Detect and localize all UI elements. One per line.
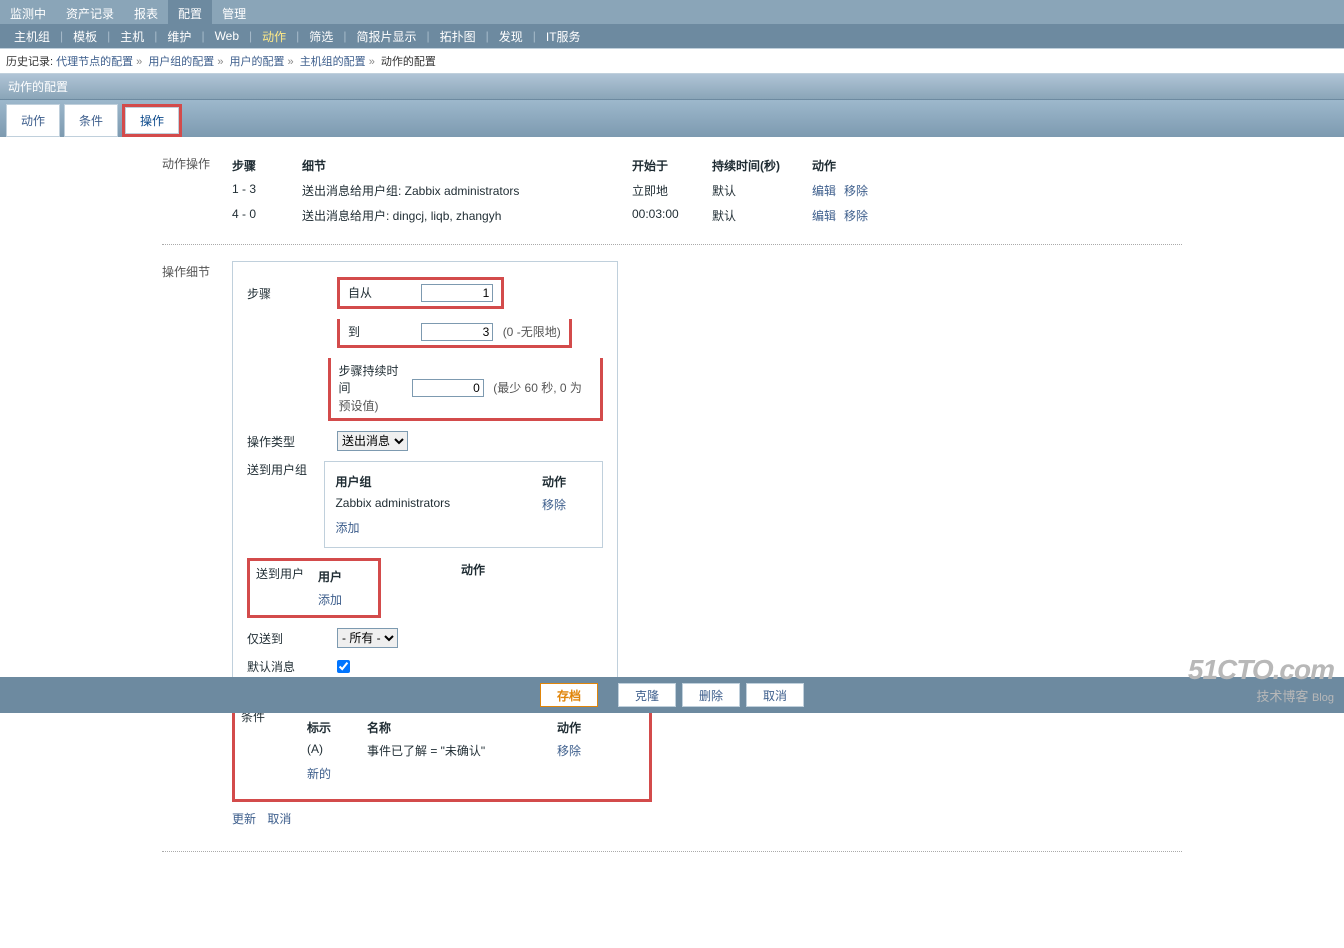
edit-link[interactable]: 编辑 (812, 184, 836, 198)
breadcrumb-current: 动作的配置 (381, 56, 436, 68)
label-stepsec: 步骤 (247, 285, 337, 302)
page-title: 动作的配置 (0, 74, 1344, 100)
cancel-link[interactable]: 取消 (267, 812, 291, 826)
watermark: 51CTO.com 技术博客 Blog (1188, 654, 1334, 705)
subnav-slides[interactable]: 简报片显示 (346, 28, 426, 45)
breadcrumb-label: 历史记录: (6, 56, 53, 68)
ops-row: 4 - 0 送出消息给用户: dingcj, liqb, zhangyh 00:… (232, 203, 1182, 228)
top-tab-monitor[interactable]: 监测中 (0, 0, 56, 24)
select-onlysend[interactable]: - 所有 - (337, 628, 398, 648)
breadcrumb-item[interactable]: 代理节点的配置 (56, 56, 133, 68)
col-action: 动作 (812, 157, 892, 174)
label-ops: 动作操作 (162, 153, 232, 172)
label-conditions: 条件 (241, 708, 297, 793)
col-action: 动作 (461, 558, 603, 581)
input-to[interactable] (421, 323, 493, 341)
col-duration: 持续时间(秒) (712, 157, 812, 174)
breadcrumb-item[interactable]: 用户组的配置 (148, 56, 214, 68)
ops-row: 1 - 3 送出消息给用户组: Zabbix administrators 立即… (232, 178, 1182, 203)
label-onlysend: 仅送到 (247, 630, 337, 647)
subnav-maps[interactable]: 拓扑图 (430, 28, 486, 45)
subnav-hosts[interactable]: 主机 (110, 28, 154, 45)
col-start: 开始于 (632, 157, 712, 174)
tab-action[interactable]: 动作 (6, 104, 60, 137)
input-from[interactable] (421, 284, 493, 302)
sub-nav: 主机组| 模板| 主机| 维护| Web| 动作| 筛选| 简报片显示| 拓扑图… (0, 24, 1344, 48)
breadcrumb: 历史记录: 代理节点的配置» 用户组的配置» 用户的配置» 主机组的配置» 动作… (0, 48, 1344, 74)
top-tab-admin[interactable]: 管理 (212, 0, 256, 24)
top-tab-inventory[interactable]: 资产记录 (56, 0, 124, 24)
subnav-discovery[interactable]: 发现 (489, 28, 533, 45)
col-step: 步骤 (232, 157, 302, 174)
subnav-web[interactable]: Web (205, 29, 249, 43)
subnav-maintenance[interactable]: 维护 (157, 28, 201, 45)
label-opdetail: 操作细节 (162, 261, 232, 280)
subnav-actions[interactable]: 动作 (252, 28, 296, 45)
op-detail-panel: 步骤 自从 到 (0 -无限地) 步骤持续时间 (最 (232, 261, 618, 691)
hint-to: (0 -无限地) (503, 325, 561, 339)
edit-link[interactable]: 编辑 (812, 209, 836, 223)
subnav-itservices[interactable]: IT服务 (536, 28, 591, 45)
label-sendgroup: 送到用户组 (247, 461, 324, 478)
top-tabs: 监测中 资产记录 报表 配置 管理 (0, 0, 1344, 24)
watermark-big: 51CTO.com (1188, 654, 1334, 686)
col-usergroup: 用户组 (335, 473, 542, 490)
update-link[interactable]: 更新 (232, 812, 256, 826)
col-user: 用户 (318, 565, 372, 588)
tab-conditions[interactable]: 条件 (64, 104, 118, 137)
cancel-button[interactable]: 取消 (746, 683, 804, 707)
subnav-filter[interactable]: 筛选 (299, 28, 343, 45)
col-name: 名称 (367, 719, 557, 736)
footer-bar: 存档 克隆 删除 取消 (0, 677, 1344, 713)
tab-operations[interactable]: 操作 (125, 107, 179, 134)
breadcrumb-item[interactable]: 主机组的配置 (300, 56, 366, 68)
delete-button[interactable]: 删除 (682, 683, 740, 707)
col-action: 动作 (557, 719, 607, 736)
remove-link[interactable]: 移除 (844, 209, 868, 223)
remove-link[interactable]: 移除 (542, 498, 566, 512)
label-senduser: 送到用户 (256, 565, 312, 611)
label-stepdur: 步骤持续时间 (339, 362, 409, 396)
col-mark: 标示 (307, 719, 367, 736)
top-tab-config[interactable]: 配置 (168, 0, 212, 24)
subnav-hostgroups[interactable]: 主机组 (4, 28, 60, 45)
top-tab-reports[interactable]: 报表 (124, 0, 168, 24)
remove-link[interactable]: 移除 (844, 184, 868, 198)
subnav-templates[interactable]: 模板 (63, 28, 107, 45)
checkbox-defaultmsg[interactable] (337, 660, 350, 673)
label-optype: 操作类型 (247, 433, 337, 450)
select-optype[interactable]: 送出消息 (337, 431, 408, 451)
remove-link[interactable]: 移除 (557, 744, 581, 758)
cond-mark: (A) (307, 742, 367, 759)
label-to: 到 (348, 323, 418, 340)
input-duration[interactable] (412, 379, 484, 397)
cond-name: 事件已了解 = "未确认" (367, 742, 557, 759)
label-from: 自从 (348, 284, 418, 301)
breadcrumb-item[interactable]: 用户的配置 (230, 56, 285, 68)
group-name: Zabbix administrators (335, 496, 542, 513)
col-action: 动作 (542, 473, 592, 490)
add-link[interactable]: 添加 (318, 593, 342, 607)
add-link[interactable]: 添加 (335, 519, 359, 536)
clone-button[interactable]: 克隆 (618, 683, 676, 707)
col-detail: 细节 (302, 157, 632, 174)
label-defaultmsg: 默认消息 (247, 658, 337, 675)
save-button[interactable]: 存档 (540, 683, 598, 707)
config-tabs: 动作 条件 操作 (0, 100, 1344, 137)
new-link[interactable]: 新的 (307, 765, 331, 782)
